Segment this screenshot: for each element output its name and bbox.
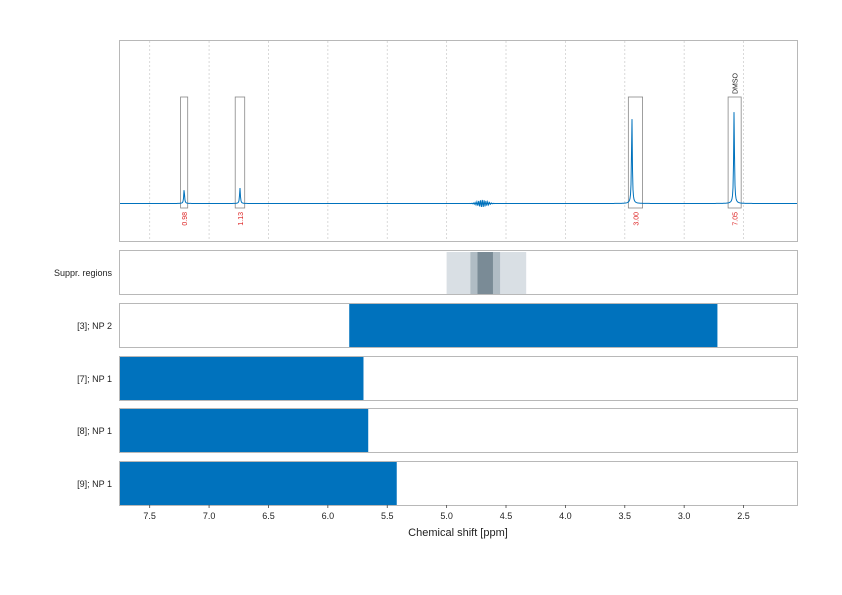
x-tick-label: 7.0 [203, 511, 216, 521]
spectrum-line [120, 112, 797, 204]
x-tick-label: 7.5 [143, 511, 156, 521]
x-tick-label: 5.5 [381, 511, 394, 521]
noise-trace [469, 199, 496, 207]
x-tick-label: 2.5 [737, 511, 750, 521]
x-axis: 7.5 7.0 6.5 6.0 5.5 5.0 4.5 4.0 3.5 3.0 2.5 [143, 505, 750, 521]
spectrum-gridlines [149, 41, 744, 241]
region-bar [120, 409, 369, 452]
region-row: [9]; NP 1 [77, 461, 798, 506]
water-noise [469, 199, 496, 207]
x-tick-label: 6.5 [262, 511, 275, 521]
region-row: [3]; NP 2 [77, 303, 798, 348]
integral-value: 1.13 [238, 212, 245, 226]
x-tick-label: 4.5 [500, 511, 513, 521]
suppression-band [477, 252, 493, 294]
integral-value: 7.05 [733, 212, 740, 226]
x-axis-label: Chemical shift [ppm] [408, 527, 508, 539]
spectrum-frame [119, 40, 798, 242]
x-tick-label: 3.0 [678, 511, 691, 521]
suppression-panel: Suppr. regions [54, 250, 798, 295]
integral-value: 3.00 [633, 212, 640, 226]
row-label: [9]; NP 1 [77, 479, 112, 489]
region-row: [7]; NP 1 [77, 356, 798, 401]
region-rows: [3]; NP 2 [7]; NP 1 [8]; NP 1 [9]; NP 1 [77, 303, 798, 506]
integral-box [727, 96, 742, 209]
region-bar [120, 462, 397, 505]
region-bar [120, 357, 364, 400]
x-tick-label: 6.0 [322, 511, 335, 521]
integral-value: 0.98 [182, 212, 189, 226]
suppression-bands [446, 252, 527, 294]
integral-annotation: DMSO [733, 72, 740, 94]
integral-box [234, 96, 246, 209]
x-tick-label: 5.0 [440, 511, 453, 521]
region-bar [349, 304, 718, 347]
row-label: [7]; NP 1 [77, 374, 112, 384]
row-label: [3]; NP 2 [77, 321, 112, 331]
row-label: [8]; NP 1 [77, 426, 112, 436]
region-row: [8]; NP 1 [77, 408, 798, 453]
integral-box [627, 96, 643, 209]
suppression-label: Suppr. regions [54, 268, 113, 278]
x-tick-label: 3.5 [619, 511, 632, 521]
integral-boxes: 0.98 1.13 3.00 7.05 DMSO [180, 72, 742, 226]
x-tick-label: 4.0 [559, 511, 572, 521]
spectrum-panel: 0.98 1.13 3.00 7.05 DMSO [119, 40, 798, 242]
integral-box [180, 96, 189, 209]
